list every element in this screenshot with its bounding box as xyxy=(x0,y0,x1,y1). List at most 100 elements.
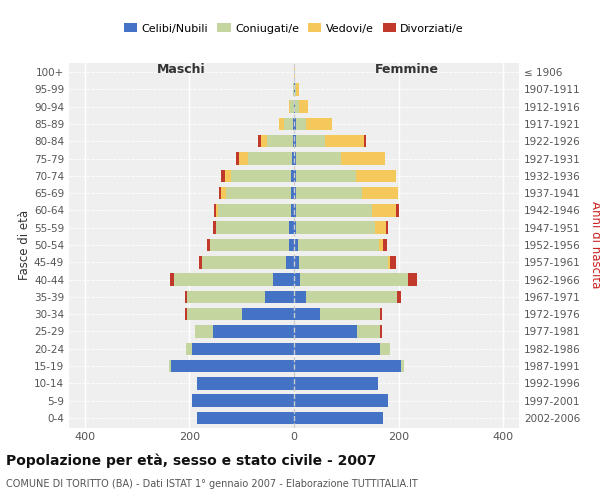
Bar xyxy=(280,118,284,130)
Bar xyxy=(407,274,417,286)
Bar xyxy=(320,308,380,320)
Bar xyxy=(296,187,361,200)
Bar xyxy=(286,256,294,268)
Bar xyxy=(213,326,294,338)
Y-axis label: Fasce di età: Fasce di età xyxy=(18,210,31,280)
Bar xyxy=(380,308,382,320)
Bar xyxy=(294,152,296,164)
Bar xyxy=(294,360,401,372)
Bar xyxy=(171,360,294,372)
Bar xyxy=(296,222,374,234)
Bar xyxy=(294,170,296,182)
Bar xyxy=(226,187,292,200)
Bar xyxy=(294,394,388,407)
Bar xyxy=(296,152,341,164)
Bar xyxy=(294,239,298,251)
Bar xyxy=(379,239,383,251)
Bar xyxy=(294,66,295,78)
Bar xyxy=(380,326,382,338)
Bar xyxy=(294,290,305,303)
Bar xyxy=(267,135,293,147)
Bar xyxy=(294,274,300,286)
Bar xyxy=(296,170,356,182)
Bar xyxy=(294,222,296,234)
Bar xyxy=(248,152,292,164)
Bar xyxy=(290,100,294,113)
Bar xyxy=(260,135,267,147)
Text: COMUNE DI TORITTO (BA) - Dati ISTAT 1° gennaio 2007 - Elaborazione TUTTITALIA.IT: COMUNE DI TORITTO (BA) - Dati ISTAT 1° g… xyxy=(6,479,418,489)
Bar xyxy=(296,118,305,130)
Bar xyxy=(225,170,231,182)
Bar xyxy=(364,135,366,147)
Bar xyxy=(374,222,386,234)
Bar xyxy=(299,100,308,113)
Bar xyxy=(300,274,407,286)
Bar xyxy=(289,239,294,251)
Bar xyxy=(397,290,401,303)
Bar xyxy=(231,170,292,182)
Bar xyxy=(390,256,396,268)
Bar xyxy=(292,152,294,164)
Bar xyxy=(294,326,357,338)
Bar xyxy=(289,100,290,113)
Bar xyxy=(294,377,378,390)
Bar xyxy=(356,170,395,182)
Bar xyxy=(296,83,299,96)
Bar xyxy=(185,308,187,320)
Bar xyxy=(259,135,260,147)
Bar xyxy=(215,222,289,234)
Bar xyxy=(187,308,242,320)
Bar xyxy=(236,152,239,164)
Bar xyxy=(294,256,299,268)
Y-axis label: Anni di nascita: Anni di nascita xyxy=(589,202,600,288)
Bar xyxy=(284,118,293,130)
Bar xyxy=(294,342,380,355)
Bar xyxy=(380,342,390,355)
Bar xyxy=(401,360,404,372)
Bar xyxy=(361,187,398,200)
Bar xyxy=(221,187,226,200)
Bar xyxy=(372,204,395,216)
Bar xyxy=(296,204,372,216)
Bar xyxy=(187,290,265,303)
Bar xyxy=(192,342,294,355)
Bar xyxy=(386,222,388,234)
Bar xyxy=(299,256,388,268)
Bar xyxy=(294,187,296,200)
Bar xyxy=(289,222,294,234)
Bar xyxy=(292,187,294,200)
Bar xyxy=(197,412,294,424)
Bar xyxy=(305,118,332,130)
Bar xyxy=(295,83,296,96)
Text: Popolazione per età, sesso e stato civile - 2007: Popolazione per età, sesso e stato civil… xyxy=(6,454,376,468)
Bar xyxy=(296,135,325,147)
Bar xyxy=(214,222,215,234)
Bar xyxy=(214,204,216,216)
Bar xyxy=(210,239,289,251)
Bar xyxy=(242,308,294,320)
Bar xyxy=(293,83,294,96)
Bar xyxy=(294,412,383,424)
Bar xyxy=(294,100,295,113)
Legend: Celibi/Nubili, Coniugati/e, Vedovi/e, Divorziati/e: Celibi/Nubili, Coniugati/e, Vedovi/e, Di… xyxy=(119,19,469,38)
Bar xyxy=(192,394,294,407)
Bar xyxy=(239,152,248,164)
Bar xyxy=(218,204,292,216)
Bar xyxy=(185,290,187,303)
Bar xyxy=(388,256,390,268)
Bar xyxy=(294,204,296,216)
Bar xyxy=(294,83,295,96)
Bar xyxy=(206,239,210,251)
Text: Femmine: Femmine xyxy=(374,64,439,76)
Bar xyxy=(218,187,221,200)
Bar xyxy=(170,274,173,286)
Bar xyxy=(325,135,364,147)
Bar xyxy=(305,290,397,303)
Bar xyxy=(293,135,294,147)
Bar xyxy=(298,239,379,251)
Bar xyxy=(294,308,320,320)
Bar xyxy=(293,118,294,130)
Bar xyxy=(395,204,399,216)
Bar xyxy=(185,342,192,355)
Bar xyxy=(292,204,294,216)
